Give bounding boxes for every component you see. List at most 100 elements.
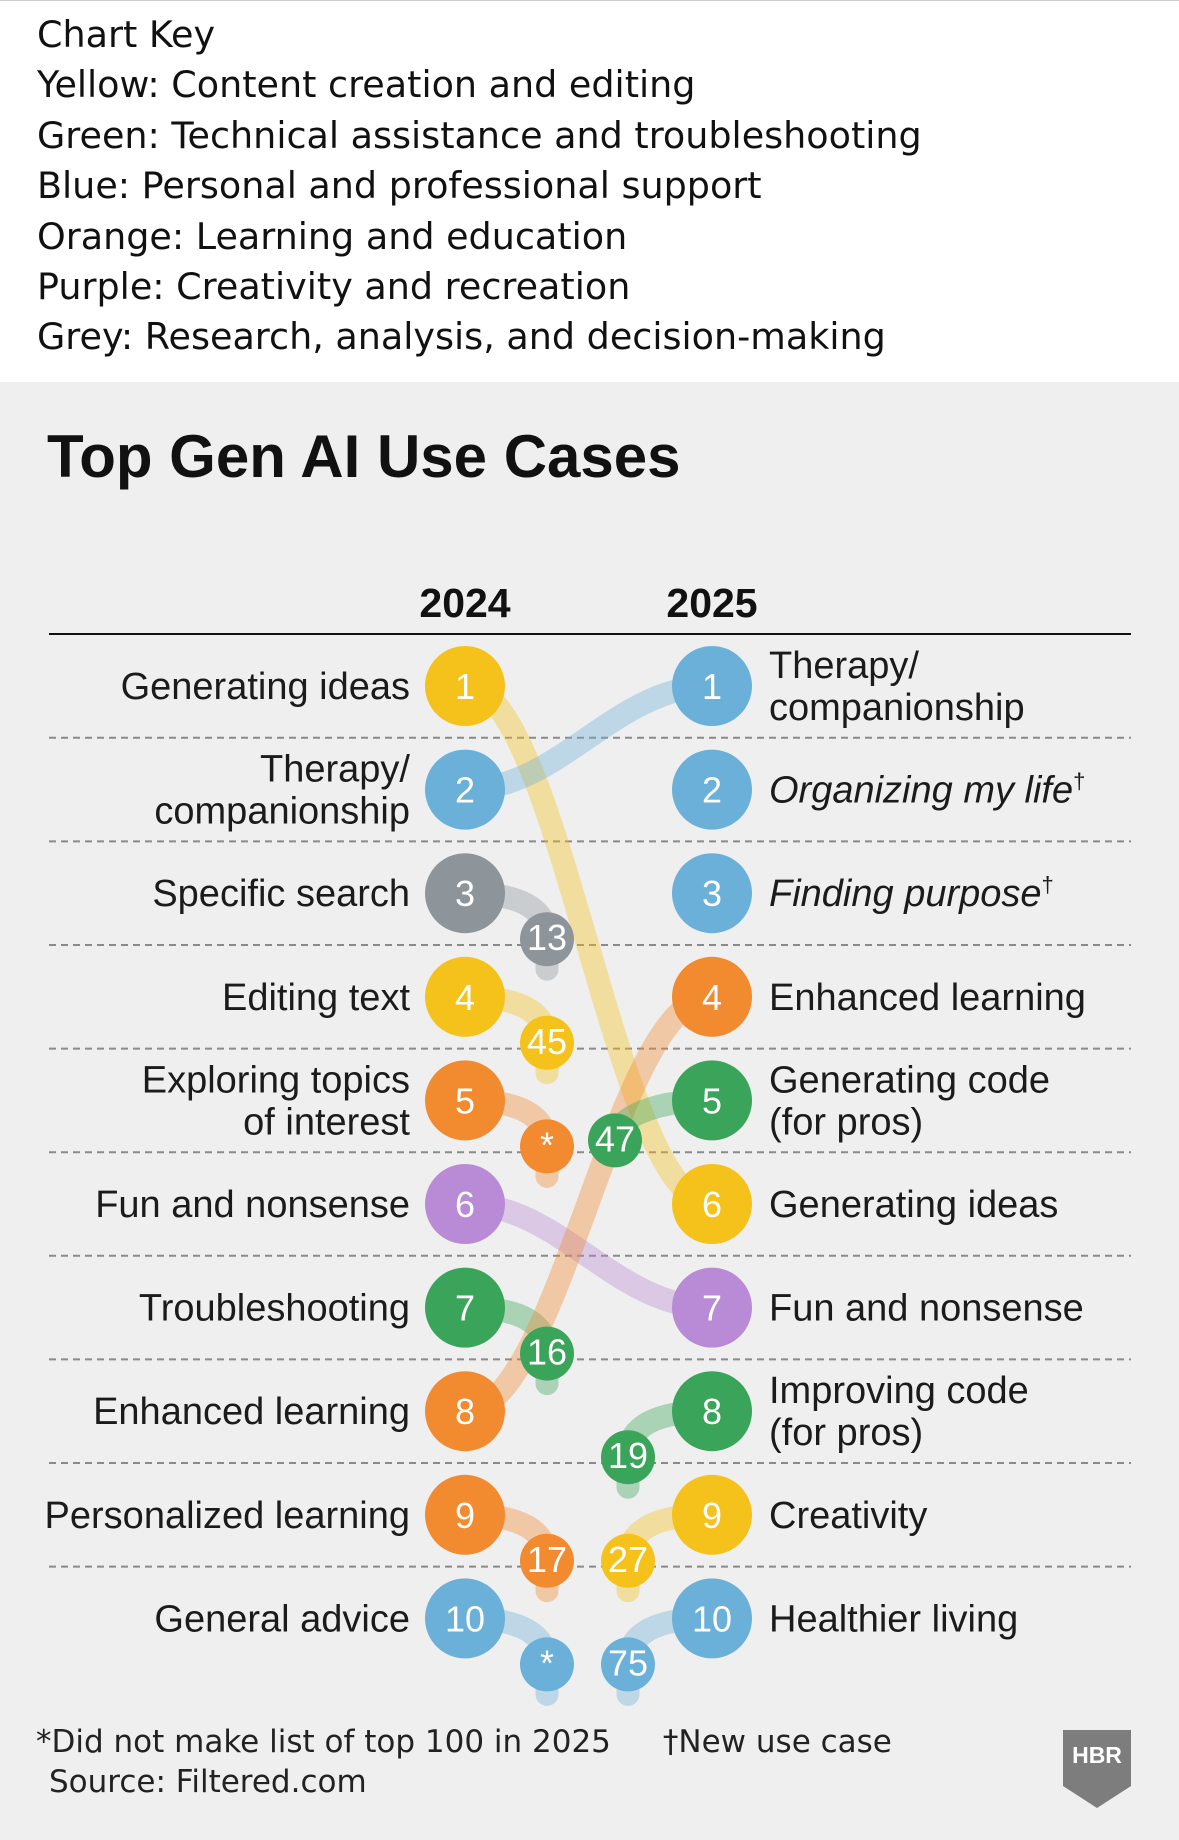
hbr-logo: HBR xyxy=(1063,1730,1131,1808)
rank-2025-10-circle xyxy=(672,1578,752,1659)
rank-2024-marker-label: 75 xyxy=(608,1642,648,1683)
ribbon-2024-rank-1 xyxy=(453,674,724,1216)
rank-2024-3-number: 3 xyxy=(455,873,475,914)
chart-key-purple: Purple: Creativity and recreation xyxy=(37,265,631,309)
rank-2024-2-circle xyxy=(425,749,505,830)
rank-2025-5-circle xyxy=(672,1060,752,1141)
right-label-line: (for pros) xyxy=(769,1412,923,1454)
rank-2024-7-number: 7 xyxy=(455,1288,475,1329)
left-label: Troubleshooting xyxy=(139,1288,410,1330)
rank-2025-3-number: 3 xyxy=(702,873,722,914)
left-label-line: Generating ideas xyxy=(121,666,410,708)
rank-2025-6-circle xyxy=(672,1164,752,1244)
rank-2025-2-number: 2 xyxy=(702,770,722,811)
right-label-line: Improving code xyxy=(769,1370,1029,1412)
left-label-line: Editing text xyxy=(222,977,410,1019)
rank-2024-2-number: 2 xyxy=(455,770,475,811)
rank-2024-9-number: 9 xyxy=(455,1495,475,1536)
rank-2025-9-circle xyxy=(672,1474,752,1555)
chart-key-yellow: Yellow: Content creation and editing xyxy=(37,63,696,107)
left-label-line: companionship xyxy=(154,791,410,833)
rank-2025-4-number: 4 xyxy=(702,977,722,1018)
left-label-line: Fun and nonsense xyxy=(95,1184,410,1226)
rank-2024-5-circle xyxy=(425,1060,505,1141)
right-label: Generating code (for pros) xyxy=(769,1059,1050,1143)
right-label-line: (for pros) xyxy=(769,1101,923,1143)
rank-2025-marker xyxy=(520,1637,574,1692)
left-label: Generating ideas xyxy=(121,666,410,708)
rank-2025-10-number: 10 xyxy=(692,1598,732,1639)
row-labels: Generating ideas Therapy/companionship Spe… xyxy=(45,645,1086,1640)
right-label: Fun and nonsense xyxy=(769,1288,1084,1330)
left-label-line: Personalized learning xyxy=(45,1495,410,1537)
column-header-2025: 2025 xyxy=(666,580,757,626)
rank-2025-2-circle xyxy=(672,749,752,830)
chart-key-grey: Grey: Research, analysis, and decision-m… xyxy=(37,315,886,359)
rank-2025-marker xyxy=(520,1119,574,1174)
right-label: Improving code (for pros) xyxy=(769,1370,1029,1454)
rank-2024-10-number: 10 xyxy=(445,1598,485,1639)
right-label-line: Therapy/ xyxy=(769,645,919,687)
left-label-line: Specific search xyxy=(152,873,410,915)
rank-2025-7-number: 7 xyxy=(702,1288,722,1329)
left-label-line: of interest xyxy=(243,1101,410,1143)
left-label-line: General advice xyxy=(154,1598,410,1640)
left-label-line: Enhanced learning xyxy=(93,1391,410,1433)
row-dividers xyxy=(49,736,1131,1568)
rank-2024-9-circle xyxy=(425,1474,505,1555)
rank-2025-marker xyxy=(520,912,574,967)
right-label: Enhanced learning xyxy=(769,977,1086,1019)
rank-2025-marker-label: * xyxy=(540,1124,554,1165)
rank-2025-marker xyxy=(520,1015,574,1070)
new-use-case-dagger: † xyxy=(1073,769,1085,794)
rank-2024-marker-label: 27 xyxy=(608,1539,648,1580)
right-label-line: companionship xyxy=(769,687,1025,729)
right-label-line: Healthier living xyxy=(769,1598,1018,1640)
bump-chart: Top Gen AI Use Cases 2024 2025 12133454*… xyxy=(45,423,1131,1706)
left-label: Personalized learning xyxy=(45,1495,410,1537)
rank-2024-3-circle xyxy=(425,853,505,934)
rank-2025-6-number: 6 xyxy=(702,1184,722,1225)
source-note: Source: Filtered.com xyxy=(49,1764,367,1800)
column-header-2024: 2024 xyxy=(419,580,510,626)
rank-2025-4-circle xyxy=(672,956,752,1037)
rank-2025-marker-label: 45 xyxy=(527,1021,567,1062)
rank-2024-10-circle xyxy=(425,1578,505,1659)
right-label-line: Fun and nonsense xyxy=(769,1288,1084,1330)
chart-title: Top Gen AI Use Cases xyxy=(47,423,681,490)
left-label-line: Exploring topics xyxy=(142,1059,410,1101)
rank-2024-marker xyxy=(601,1430,655,1485)
hbr-shield-icon xyxy=(1063,1730,1131,1808)
rank-2025-9-number: 9 xyxy=(702,1495,722,1536)
rank-2024-4-circle xyxy=(425,956,505,1037)
right-label-line: Generating code xyxy=(769,1059,1050,1101)
rank-2025-1-circle xyxy=(672,646,752,726)
new-use-case-dagger: † xyxy=(1042,872,1054,897)
rank-2025-marker-label: * xyxy=(540,1642,554,1683)
rank-2024-6-circle xyxy=(425,1164,505,1244)
left-label: Specific search xyxy=(152,873,410,915)
rank-2025-3-circle xyxy=(672,853,752,934)
right-label-line: Enhanced learning xyxy=(769,977,1086,1019)
right-label-line: Finding purpose xyxy=(769,873,1042,915)
right-label: Healthier living xyxy=(769,1598,1018,1640)
right-label-line: Generating ideas xyxy=(769,1184,1058,1226)
rank-2024-marker-label: 47 xyxy=(595,1118,635,1159)
rank-2024-4-number: 4 xyxy=(455,977,475,1018)
chart-key-green: Green: Technical assistance and troubles… xyxy=(37,113,922,157)
rank-2024-5-number: 5 xyxy=(455,1080,475,1121)
rank-2024-1-number: 1 xyxy=(455,666,475,707)
rank-2024-marker-label: 19 xyxy=(608,1435,648,1476)
chart-key-orange: Orange: Learning and education xyxy=(37,214,628,258)
rank-2024-6-number: 6 xyxy=(455,1184,475,1225)
left-label: Fun and nonsense xyxy=(95,1184,410,1226)
left-label-line: Troubleshooting xyxy=(139,1288,410,1330)
right-label-line: Creativity xyxy=(769,1495,927,1537)
rank-2024-8-circle xyxy=(425,1371,505,1452)
left-label: Therapy/companionship xyxy=(154,749,410,833)
left-label-line: Therapy/ xyxy=(260,749,410,791)
footnotes: *Did not make list of top 100 in 2025 †Ne… xyxy=(36,1722,892,1802)
right-label: Generating ideas xyxy=(769,1184,1058,1226)
rank-2024-8-number: 8 xyxy=(455,1391,475,1432)
hbr-logo-text: HBR xyxy=(1072,1742,1122,1768)
